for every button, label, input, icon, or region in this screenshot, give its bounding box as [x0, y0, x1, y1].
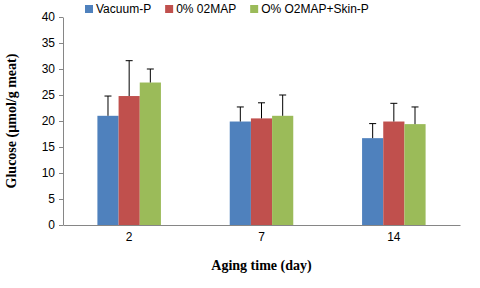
bar	[383, 122, 404, 225]
y-tick: 30	[42, 62, 63, 76]
y-tick-label: 35	[42, 36, 56, 50]
bar	[272, 116, 293, 225]
error-cap	[412, 106, 419, 107]
y-tick-mark	[59, 147, 63, 148]
y-tick-label: 5	[48, 192, 55, 206]
x-tick-label: 14	[387, 230, 401, 244]
legend-swatch	[250, 5, 258, 13]
x-axis-title: Aging time (day)	[211, 258, 312, 274]
y-tick: 0	[48, 218, 63, 232]
y-tick-mark	[59, 43, 63, 44]
y-tick-label: 0	[48, 218, 55, 232]
y-tick-mark	[59, 121, 63, 122]
x-tick-label: 2	[126, 230, 133, 244]
x-axis-line	[64, 225, 461, 226]
legend-label: 0% 02MAP	[176, 2, 236, 16]
y-axis-line	[63, 18, 64, 226]
legend-item: O% O2MAP+Skin-P	[250, 2, 369, 16]
error-bar	[258, 103, 265, 119]
error-bar	[126, 61, 133, 96]
error-bar	[104, 96, 111, 116]
legend-item: 0% 02MAP	[165, 2, 236, 16]
error-bar	[390, 103, 397, 121]
x-tick: 2	[126, 225, 133, 244]
error-bar	[237, 107, 244, 122]
x-axis: 2 7 14	[64, 225, 461, 244]
y-tick-label: 20	[42, 114, 56, 128]
legend-label: O% O2MAP+Skin-P	[261, 2, 369, 16]
y-tick-mark	[59, 95, 63, 96]
y-tick-label: 40	[42, 10, 56, 24]
error-line	[282, 95, 283, 116]
y-tick-mark	[59, 225, 63, 226]
y-axis: 0 5 10 15 20 25 30 35 40	[42, 10, 64, 232]
error-line	[240, 107, 241, 122]
error-cap	[104, 96, 111, 97]
error-cap	[279, 95, 286, 96]
error-bar	[412, 107, 419, 124]
y-tick-label: 30	[42, 62, 56, 76]
y-axis-title: Glucose (µmol/g meat)	[4, 53, 20, 188]
bar	[97, 116, 118, 225]
error-line	[261, 103, 262, 119]
plot-area	[97, 61, 425, 225]
bar	[251, 118, 272, 225]
y-tick-mark	[59, 173, 63, 174]
error-line	[150, 69, 151, 83]
error-cap	[126, 60, 133, 61]
y-tick-label: 25	[42, 88, 56, 102]
y-tick: 15	[42, 140, 63, 154]
y-tick-mark	[59, 199, 63, 200]
error-cap	[390, 103, 397, 104]
chart: 05101520253035402714Aging time (day)Gluc…	[0, 0, 480, 288]
y-tick: 25	[42, 88, 63, 102]
error-line	[415, 107, 416, 124]
y-tick-mark	[59, 17, 63, 18]
y-tick: 40	[42, 10, 63, 24]
error-cap	[258, 102, 265, 103]
series	[140, 69, 426, 225]
legend-item: Vacuum-P	[85, 2, 151, 16]
y-tick-label: 15	[42, 140, 56, 154]
error-cap	[369, 123, 376, 124]
error-line	[372, 124, 373, 139]
error-line	[393, 103, 394, 121]
legend-swatch	[85, 5, 93, 13]
legend-label: Vacuum-P	[96, 2, 151, 16]
error-bar	[369, 124, 376, 139]
y-tick: 20	[42, 114, 63, 128]
error-bar	[279, 95, 286, 116]
bar	[119, 96, 140, 225]
error-cap	[147, 69, 154, 70]
x-tick: 7	[258, 225, 265, 244]
legend-swatch	[165, 5, 173, 13]
x-tick-label: 7	[258, 230, 265, 244]
bar	[230, 122, 251, 225]
legend: Vacuum-P 0% 02MAP O% O2MAP+Skin-P	[85, 2, 369, 16]
y-tick-label: 10	[42, 166, 56, 180]
bar	[362, 138, 383, 225]
y-tick: 5	[48, 192, 63, 206]
y-tick: 10	[42, 166, 63, 180]
error-cap	[237, 106, 244, 107]
error-bar	[147, 69, 154, 83]
y-tick-mark	[59, 69, 63, 70]
y-tick: 35	[42, 36, 63, 50]
series	[119, 61, 405, 225]
error-line	[129, 61, 130, 96]
x-tick: 14	[387, 225, 401, 244]
error-line	[107, 96, 108, 116]
bar	[404, 124, 425, 225]
bar	[140, 83, 161, 225]
